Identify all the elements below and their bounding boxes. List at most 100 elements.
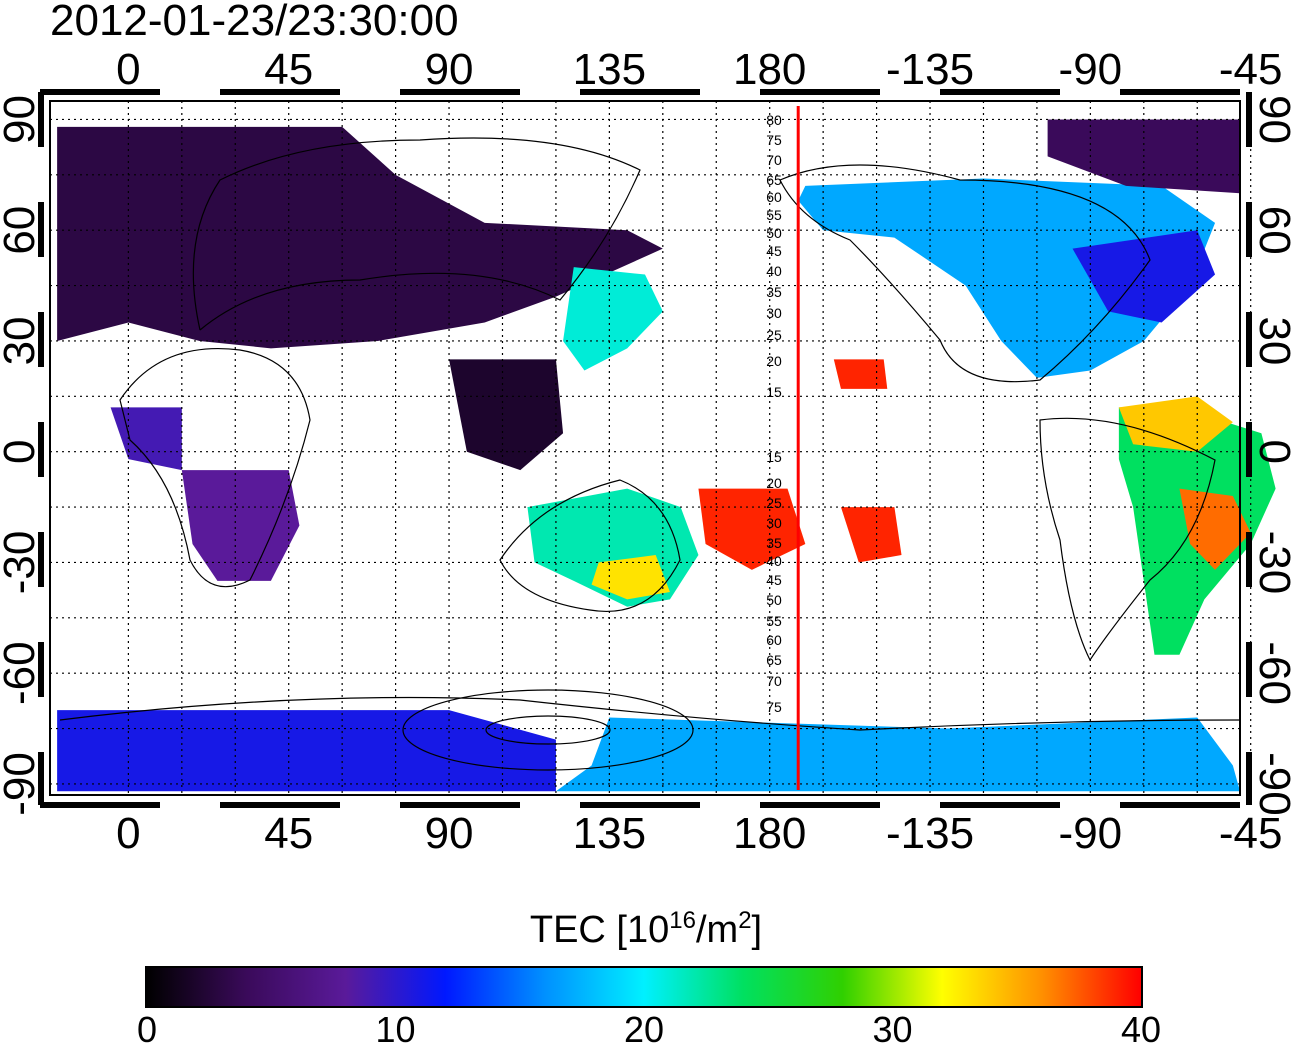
lon-tick-top: 135 — [573, 45, 646, 94]
lat-tick-left: 30 — [0, 316, 44, 365]
magnetic-latitude-label: 45 — [766, 243, 782, 259]
magnetic-latitude-labels: 8075706560555045403530252015152025303540… — [766, 112, 782, 715]
magnetic-latitude-label: 45 — [766, 572, 782, 588]
map-content — [57, 119, 1276, 792]
tec-map: 8075706560555045403530252015152025303540… — [0, 45, 1292, 858]
magnetic-latitude-label: 50 — [766, 592, 782, 608]
graticule — [50, 101, 1252, 795]
magnetic-latitude-label: 55 — [766, 613, 782, 629]
lon-tick-bottom: -135 — [886, 809, 974, 858]
colorbar-title: TEC [1016/m2] — [0, 908, 1292, 952]
tec-region-pacific-hot-1 — [698, 488, 806, 570]
magnetic-latitude-label: 65 — [766, 172, 782, 188]
lon-tick-top: 180 — [733, 45, 806, 94]
colorbar — [145, 966, 1143, 1008]
magnetic-latitude-label: 35 — [766, 535, 782, 551]
tec-region-hawaii-hot — [833, 359, 888, 389]
colorbar-tick-label: 10 — [375, 1009, 416, 1050]
timestamp-title: 2012-01-23/23:30:00 — [50, 0, 459, 45]
magnetic-latitude-label: 15 — [766, 384, 782, 400]
antarctica-coastline — [59, 696, 1241, 731]
tec-region-australia-hot — [591, 555, 670, 600]
lat-tick-left: -30 — [0, 531, 44, 595]
magnetic-latitude-label: 35 — [766, 284, 782, 300]
tec-region-africa-west — [110, 407, 182, 471]
lat-tick-left: 0 — [0, 439, 44, 463]
lon-tick-top: 90 — [425, 45, 474, 94]
colorbar-tick-label: 0 — [136, 1009, 158, 1050]
lon-tick-bottom: 135 — [573, 809, 646, 858]
magnetic-pole-contour — [485, 715, 611, 745]
magnetic-latitude-label: 20 — [766, 475, 782, 491]
lon-tick-bottom: 90 — [425, 809, 474, 858]
magnetic-latitude-label: 70 — [766, 673, 782, 689]
tec-region-pacific-hot-2 — [840, 507, 902, 563]
lat-tick-left: -60 — [0, 641, 44, 705]
tec-region-caribbean-hot — [1118, 396, 1233, 452]
lon-tick-top: -90 — [1059, 45, 1123, 94]
australia-coastline — [499, 479, 681, 612]
lat-tick-right: -60 — [1250, 641, 1292, 705]
tec-region-antarctic-west — [57, 710, 556, 792]
tec-region-south-america-hot — [1179, 488, 1251, 570]
colorbar-title-unit-exponent: 2 — [738, 907, 752, 934]
magnetic-latitude-label: 80 — [766, 112, 782, 128]
lon-tick-top: -45 — [1219, 45, 1283, 94]
colorbar-title-text: TEC [10 — [529, 909, 670, 951]
africa-coastline — [119, 347, 311, 588]
magnetic-latitude-label: 60 — [766, 632, 782, 648]
magnetic-pole-contour-2 — [402, 689, 694, 771]
tec-region-africa-east — [181, 470, 300, 581]
colorbar-title-unit: /m — [695, 909, 739, 951]
lat-tick-right: -30 — [1250, 531, 1292, 595]
magnetic-latitude-label: 25 — [766, 495, 782, 511]
colorbar-tick-label: 30 — [872, 1009, 913, 1050]
lon-tick-bottom: -45 — [1219, 809, 1283, 858]
lat-tick-left: 90 — [0, 95, 44, 144]
magnetic-latitude-label: 25 — [766, 327, 782, 343]
lat-tick-right: 60 — [1250, 206, 1292, 255]
magnetic-latitude-label: 15 — [766, 449, 782, 465]
lat-tick-right: 30 — [1250, 316, 1292, 365]
colorbar-title-exponent: 16 — [669, 907, 696, 934]
lon-tick-bottom: -90 — [1059, 809, 1123, 858]
magnetic-latitude-label: 75 — [766, 132, 782, 148]
lon-tick-bottom: 45 — [264, 809, 313, 858]
tec-region-north-america — [798, 178, 1216, 378]
magnetic-latitude-label: 30 — [766, 305, 782, 321]
lon-tick-bottom: 180 — [733, 809, 806, 858]
tec-region-antarctic-east — [555, 717, 1240, 792]
lon-tick-bottom: 0 — [116, 809, 140, 858]
eurasia-coastline — [192, 137, 641, 331]
tec-region-europe-asia-north — [57, 126, 663, 349]
magnetic-latitude-label: 50 — [766, 225, 782, 241]
lon-tick-top: 45 — [264, 45, 313, 94]
magnetic-latitude-label: 20 — [766, 353, 782, 369]
magnetic-latitude-label: 75 — [766, 699, 782, 715]
south-america-coastline — [1039, 417, 1216, 662]
magnetic-latitude-label: 55 — [766, 207, 782, 223]
colorbar-tick-label: 20 — [623, 1009, 665, 1050]
tec-region-india-seasia — [449, 359, 564, 471]
lat-tick-left: -90 — [0, 752, 44, 816]
lon-tick-top: -135 — [886, 45, 974, 94]
frame-tick-bars — [38, 89, 1252, 808]
lat-tick-right: 90 — [1250, 95, 1292, 144]
magnetic-latitude-label: 30 — [766, 515, 782, 531]
colorbar-tick-label: 40 — [1120, 1009, 1162, 1050]
coastlines — [59, 137, 1241, 771]
lat-tick-right: 0 — [1250, 439, 1292, 463]
magnetic-latitude-label: 40 — [766, 553, 782, 569]
colorbar-title-end: ] — [751, 909, 763, 951]
magnetic-latitude-label: 65 — [766, 652, 782, 668]
lon-tick-top: 0 — [116, 45, 140, 94]
north-america-coastline — [779, 164, 1151, 383]
lat-tick-right: -90 — [1250, 752, 1292, 816]
magnetic-latitude-label: 70 — [766, 152, 782, 168]
magnetic-latitude-label: 60 — [766, 189, 782, 205]
axis-tick-labels: 0 45 90 135 180 -135 -90 -450 45 90 135 180 -135 -90-… — [0, 45, 1292, 858]
map-frame — [49, 100, 1241, 796]
tec-region-japan-east-asia — [563, 267, 663, 371]
lat-tick-left: 60 — [0, 206, 44, 255]
magnetic-latitude-label: 40 — [766, 263, 782, 279]
